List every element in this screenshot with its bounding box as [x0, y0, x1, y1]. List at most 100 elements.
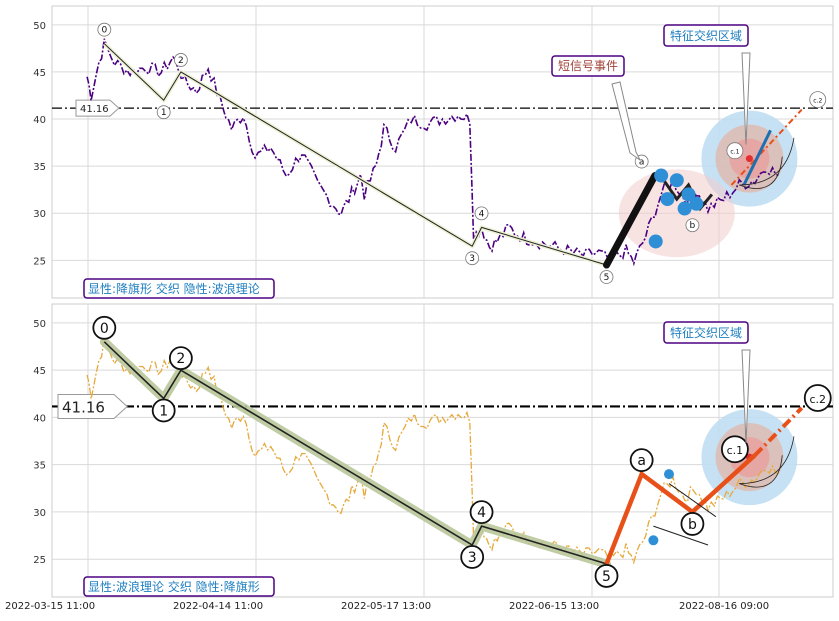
signal-dot	[681, 187, 696, 202]
y-tick-label: 25	[33, 555, 46, 566]
level-tag	[75, 99, 120, 117]
wave-label: 5	[602, 569, 611, 585]
zone-label-box	[663, 24, 749, 47]
x-tick-label: 2022-06-15 13:00	[509, 601, 599, 612]
y-tick-label: 50	[33, 21, 46, 32]
x-tick-label: 2022-04-14 11:00	[173, 601, 263, 612]
y-tick-label: 30	[33, 508, 46, 519]
abc-wave	[604, 453, 757, 565]
fan-arc	[739, 156, 783, 189]
wave-label-circle	[465, 251, 480, 266]
y-tick-label: 40	[33, 115, 46, 126]
wave-label-circle	[803, 384, 832, 412]
wave-label-circle	[474, 206, 489, 221]
c-projection	[753, 406, 804, 457]
y-tick-label: 25	[33, 256, 46, 267]
level-label: 41.16	[62, 398, 105, 416]
wave-label: c.1	[727, 444, 744, 457]
wave-label-circle	[599, 270, 614, 284]
wave-label: c.2	[813, 98, 822, 105]
zone-label: 特征交织区域	[670, 28, 742, 43]
y-tick-label: 50	[33, 319, 46, 330]
wave-label: a	[639, 158, 645, 168]
wave-label-circle	[173, 53, 188, 67]
y-tick-label: 35	[33, 162, 46, 173]
c-segment	[742, 129, 772, 186]
panel-caption-box	[83, 576, 275, 597]
level-tag	[57, 393, 128, 419]
signal-dot	[663, 469, 674, 480]
wave-label-circle	[156, 105, 171, 120]
signal-dot	[654, 168, 669, 183]
wave-label: 2	[178, 56, 184, 66]
wave-label-circle	[721, 435, 749, 464]
wave-label: 1	[161, 108, 167, 118]
x-axis: 2022-03-15 11:00 2022-04-14 11:00 2022-05-…	[5, 601, 769, 612]
c-projection	[730, 108, 803, 186]
wave-label-circle	[680, 512, 705, 536]
signal-label-box	[551, 55, 625, 77]
signal-arrow	[611, 81, 641, 161]
wave-label-circle	[168, 346, 193, 371]
panel-caption: 显性:降旗形 交织 隐性:波浪理论	[88, 281, 260, 296]
signal-dot	[660, 192, 675, 207]
top-panel: 25303540455041.16012345abc.1c.2特征交织区域短信号…	[33, 5, 834, 299]
y-tick-label: 40	[33, 413, 46, 424]
fan-arc	[739, 455, 783, 488]
wave-label: b	[688, 517, 697, 533]
signal-dot	[677, 201, 692, 216]
wave-label: 3	[468, 550, 477, 566]
level-label: 41.16	[80, 104, 109, 115]
fan-arc	[739, 436, 795, 484]
wave-label-circle	[469, 500, 494, 525]
zone-label-box	[663, 321, 749, 344]
signal-dot	[689, 196, 704, 211]
fan-arc	[739, 137, 795, 186]
wave-label: c.1	[730, 149, 739, 156]
channel-line	[653, 525, 709, 546]
signal-dot	[669, 173, 684, 188]
y-tick-label: 45	[33, 68, 46, 79]
wave-label: 5	[604, 273, 610, 283]
signal-label: 短信号事件	[558, 59, 618, 73]
wave-label: 0	[101, 26, 107, 36]
signal-zigzag	[656, 169, 714, 212]
zone-center-dot	[745, 155, 753, 163]
zone-arrow	[741, 349, 751, 444]
channel-line	[668, 483, 717, 518]
wave-label-circle	[92, 315, 117, 340]
wave-label-circle	[629, 448, 654, 473]
x-tick-label: 2022-08-16 09:00	[679, 601, 769, 612]
zone-label: 特征交织区域	[670, 325, 742, 340]
wave-label-circle	[460, 545, 485, 569]
wave-line	[103, 43, 607, 266]
y-tick-label: 35	[33, 461, 46, 472]
signal-bar	[603, 172, 659, 269]
wave-line	[103, 341, 607, 565]
panel-caption-box	[83, 278, 275, 299]
wave-label-circle	[151, 398, 176, 423]
wave-label: 3	[469, 254, 475, 264]
bottom-panel: 25303540455041.16012345abc.1c.2特征交织区域显性:…	[33, 303, 834, 598]
wave-label: 4	[477, 505, 486, 521]
wave-label-circle	[685, 218, 700, 233]
wave-label: 2	[176, 351, 185, 367]
price-line	[86, 38, 779, 267]
zone-arrow	[741, 52, 751, 145]
y-tick-label: 45	[33, 366, 46, 377]
signal-dot	[648, 535, 659, 546]
wave-label-circle	[97, 22, 112, 37]
wave-label: a	[637, 453, 646, 469]
wave-label: 0	[100, 321, 109, 337]
wave-label: b	[690, 221, 696, 231]
signal-dot	[648, 234, 663, 249]
x-tick-label: 2022-03-15 11:00	[5, 601, 95, 612]
panel-caption: 显性:波浪理论 交织 隐性:降旗形	[88, 579, 260, 594]
wave-label: 1	[159, 404, 168, 420]
wave-label: 4	[479, 209, 485, 219]
wave-label-circle	[594, 564, 619, 588]
wave-label-circle	[809, 91, 827, 109]
wave-label-circle	[726, 142, 744, 160]
